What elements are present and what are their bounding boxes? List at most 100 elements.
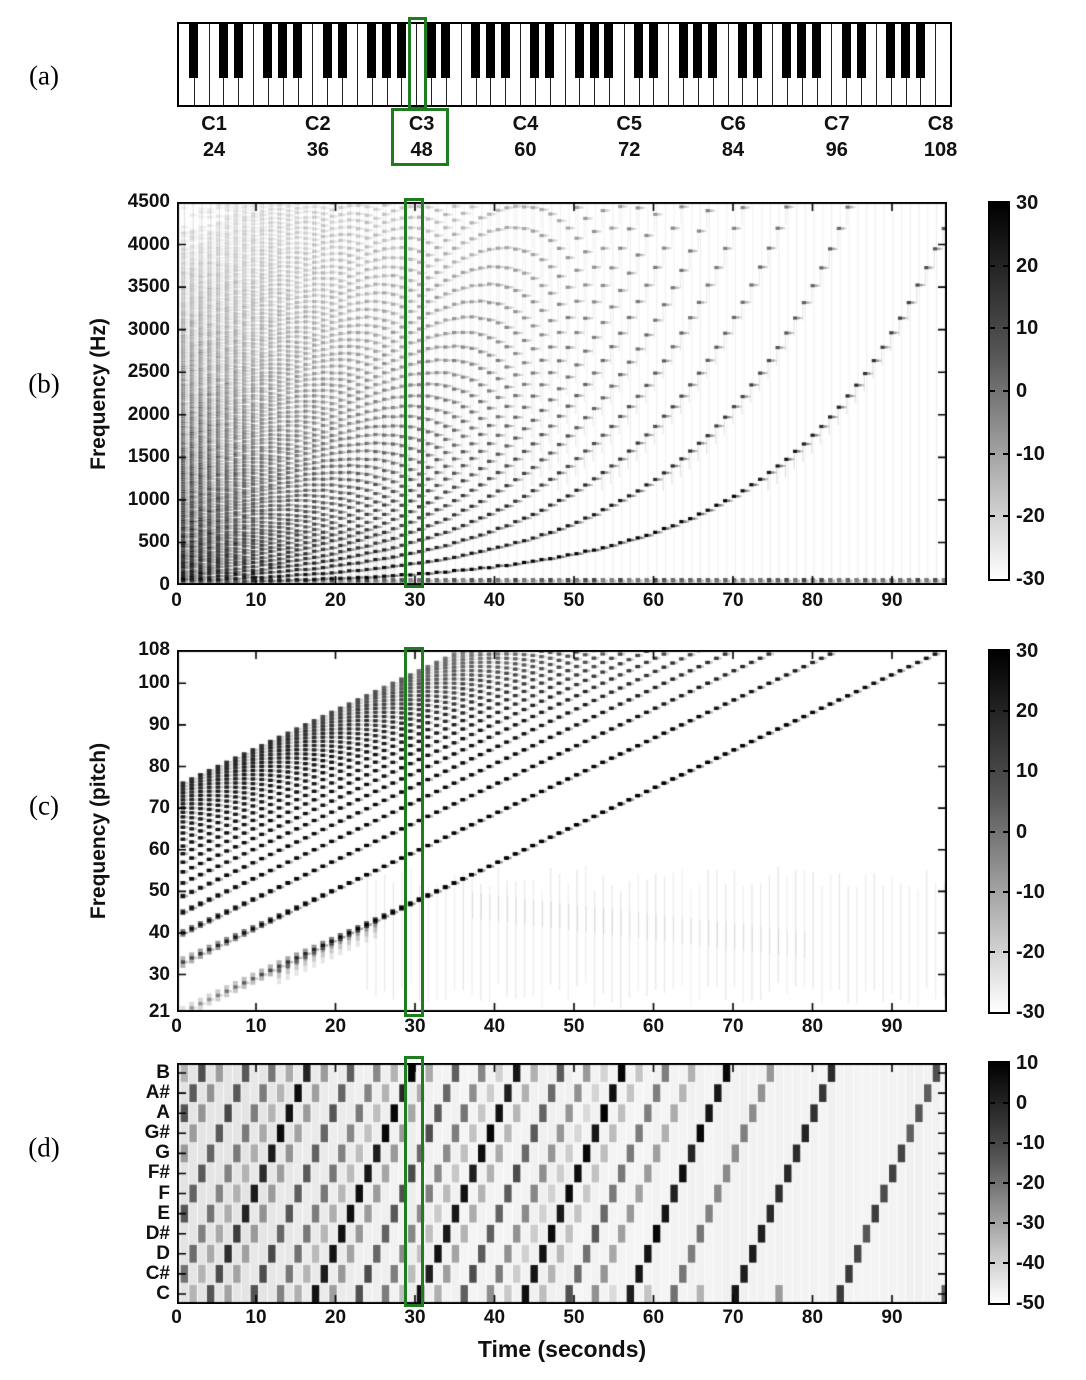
piano-black-key [189, 24, 199, 78]
pitchgram-ytick-label: 100 [138, 672, 170, 694]
colorbar-tick-label: -30 [1016, 1001, 1045, 1023]
spectrogram-ytick-label: 2500 [127, 361, 170, 383]
colorbar-tick [990, 390, 995, 392]
time-tick-label: 80 [801, 590, 824, 611]
piano-black-key [426, 24, 436, 78]
colorbar-tick [1003, 452, 1008, 455]
time-tick-label: 10 [245, 1016, 267, 1037]
octave-midi-number: 84 [721, 139, 745, 161]
colorbar-log-spectrogram [988, 649, 1010, 1014]
octave-midi-number: 36 [306, 139, 329, 161]
piano-black-key [812, 24, 822, 78]
colorbar-tick [990, 515, 995, 518]
spectrogram-ytick-label: 0 [159, 574, 170, 595]
white-key-separator [356, 24, 358, 105]
pitchgram-ytick-label: 80 [148, 755, 170, 777]
highlight-rect-c3-label-box [391, 108, 449, 166]
panel-d-tag: (d) [28, 1132, 60, 1163]
white-key-separator [564, 24, 566, 105]
colorbar-tick-label: 0 [1016, 380, 1028, 402]
time-tick-label: 20 [324, 1307, 347, 1328]
spectrogram-ytick-label: 1500 [127, 446, 170, 468]
chroma-row-label: C# [145, 1262, 170, 1284]
colorbar-tick [1003, 950, 1008, 953]
piano-black-key [886, 24, 896, 78]
colorbar-tick-label: -20 [1016, 1172, 1045, 1194]
colorbar-tick-label: -30 [1016, 1212, 1045, 1234]
piano-black-key [485, 24, 495, 78]
time-tick-label: 70 [722, 590, 744, 611]
colorbar-tick [990, 452, 995, 455]
piano-black-key [263, 24, 273, 78]
colorbar-tick [990, 327, 995, 330]
octave-label: C8 [927, 113, 954, 135]
time-tick-label: 50 [563, 1307, 585, 1328]
pitchgram-ytick-label: 50 [148, 880, 170, 902]
piano-black-key [782, 24, 792, 78]
white-key-separator [253, 24, 255, 105]
time-tick-label: 0 [171, 1016, 182, 1037]
octave-label: C3 [408, 113, 435, 135]
time-tick-label: 90 [881, 590, 903, 611]
octave-label: C5 [616, 113, 642, 135]
time-axis-label: Time (seconds) [477, 1336, 647, 1362]
time-tick-label: 30 [404, 1307, 426, 1328]
spectrogram-ytick-label: 3500 [127, 276, 170, 298]
white-key-separator [208, 24, 210, 105]
log-frequency-spectrogram-canvas [177, 650, 947, 1012]
chroma-row-label: G [155, 1142, 170, 1164]
white-key-separator [727, 24, 729, 105]
chroma-row-label: A# [145, 1082, 170, 1104]
spectrogram-ytick-label: 2000 [127, 403, 170, 425]
spectrogram-ytick-label: 500 [138, 531, 170, 553]
pitchgram-ytick-label: 108 [138, 639, 170, 660]
piano-black-key [233, 24, 243, 78]
white-key-separator [831, 24, 833, 105]
time-tick-label: 40 [483, 590, 506, 611]
colorbar-tick-label: 30 [1016, 640, 1039, 662]
piano-black-key [589, 24, 599, 78]
time-tick-label: 90 [881, 1016, 903, 1037]
panel-a-tag: (a) [29, 60, 59, 91]
time-tick-label: 0 [171, 1307, 182, 1328]
colorbar-tick [990, 710, 995, 713]
piano-black-key [737, 24, 747, 78]
colorbar-tick [990, 1262, 995, 1264]
colorbar-tick [990, 950, 995, 953]
piano-black-key [634, 24, 644, 78]
time-tick-label: 10 [245, 590, 267, 611]
piano-black-key [471, 24, 481, 78]
spectrogram-ytick-label: 4000 [127, 233, 170, 255]
colorbar-tick [990, 1222, 995, 1224]
pitchgram-ytick-label: 90 [148, 713, 170, 735]
spectrogram-canvas [177, 202, 947, 585]
time-tick-label: 90 [881, 1307, 903, 1328]
octave-label: C6 [720, 113, 746, 135]
colorbar-tick [1003, 1182, 1008, 1184]
colorbar-tick-label: 0 [1016, 820, 1028, 843]
colorbar-tick [990, 1102, 995, 1104]
time-tick-label: 80 [801, 1307, 824, 1328]
pitchgram-ytick-label: 70 [148, 797, 170, 819]
white-key-separator [520, 24, 522, 105]
colorbar-tick [1003, 1102, 1008, 1104]
octave-midi-number: 60 [514, 139, 537, 161]
piano-black-key [752, 24, 762, 78]
piano-black-key [337, 24, 347, 78]
chroma-row-label: G# [144, 1122, 170, 1144]
white-key-separator [935, 24, 937, 105]
octave-midi-number: 48 [410, 139, 433, 161]
piano-black-key [708, 24, 718, 78]
colorbar-spectrogram [988, 201, 1010, 581]
chroma-row-label: F# [147, 1162, 170, 1184]
piano-black-key [441, 24, 451, 78]
octave-midi-number: 96 [825, 139, 848, 161]
white-key-separator [623, 24, 625, 105]
colorbar-tick [1003, 515, 1008, 518]
colorbar-tick [1003, 390, 1008, 392]
piano-black-key [901, 24, 911, 78]
piano-keyboard [177, 22, 952, 107]
colorbar-tick-label: 0 [1016, 1092, 1028, 1114]
colorbar-tick-label: -20 [1016, 505, 1045, 528]
piano-black-key [856, 24, 866, 78]
